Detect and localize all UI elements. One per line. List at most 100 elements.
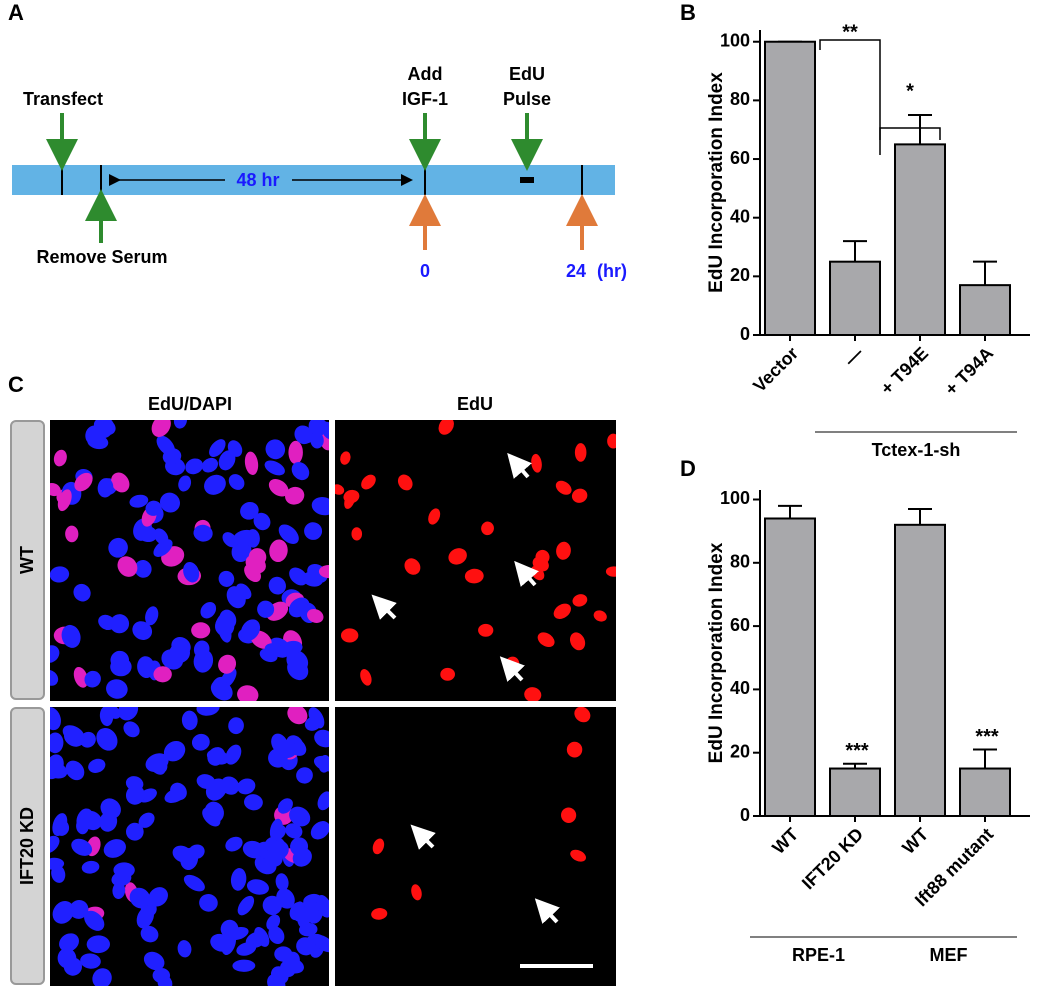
nucleus xyxy=(448,548,467,565)
y-tick-label: 0 xyxy=(740,805,750,825)
nucleus xyxy=(123,721,140,738)
x-tick-label: Vector xyxy=(749,343,802,396)
y-tick-label: 60 xyxy=(730,148,750,168)
panel-label: D xyxy=(680,456,696,481)
x-tick-label: — xyxy=(840,343,867,370)
nucleus xyxy=(344,491,356,509)
nucleus xyxy=(181,710,198,731)
nucleus xyxy=(310,821,329,840)
nucleus xyxy=(574,707,591,723)
nucleus xyxy=(113,862,135,878)
nucleus xyxy=(137,525,158,543)
nucleus xyxy=(71,838,93,856)
nucleus xyxy=(109,614,130,634)
nucleus xyxy=(118,707,139,721)
event-label: EdU xyxy=(509,64,545,84)
nucleus xyxy=(204,474,226,495)
nucleus xyxy=(288,440,303,465)
nucleus xyxy=(593,610,607,622)
nucleus xyxy=(110,657,132,677)
nucleus xyxy=(96,727,118,751)
nucleus xyxy=(218,450,236,471)
nucleus xyxy=(556,541,571,560)
y-tick-label: 100 xyxy=(720,488,750,508)
bar xyxy=(764,517,816,817)
nucleus xyxy=(240,501,259,520)
nucleus xyxy=(111,472,130,493)
nucleus xyxy=(74,472,93,492)
nucleus xyxy=(566,741,583,758)
nucleus xyxy=(103,707,121,719)
nucleus xyxy=(569,632,586,651)
nucleus xyxy=(555,480,572,495)
nucleus xyxy=(50,732,64,754)
event-label: Remove Serum xyxy=(36,247,167,267)
nucleus xyxy=(106,679,128,699)
nucleus xyxy=(103,839,126,858)
nucleus xyxy=(310,432,324,449)
nucleus xyxy=(205,778,227,801)
nucleus xyxy=(81,860,100,874)
significance-label: ** xyxy=(842,21,858,43)
event-label: IGF-1 xyxy=(402,89,448,109)
nucleus xyxy=(73,666,88,688)
nucleus xyxy=(265,439,286,460)
nucleus xyxy=(607,433,616,449)
nucleus xyxy=(210,680,233,701)
nucleus xyxy=(132,621,153,640)
y-tick-label: 0 xyxy=(740,324,750,344)
nucleus xyxy=(62,725,85,743)
nucleus xyxy=(92,968,112,986)
nucleus xyxy=(85,425,102,445)
nucleus xyxy=(50,835,60,854)
nucleus xyxy=(50,645,60,663)
significance-bracket xyxy=(819,39,881,155)
event-label: Pulse xyxy=(503,89,551,109)
nucleus xyxy=(237,778,256,795)
nucleus xyxy=(285,823,303,839)
nucleus xyxy=(65,525,79,543)
nucleus xyxy=(129,494,149,508)
y-tick-label: 100 xyxy=(720,30,750,50)
nucleus xyxy=(151,420,171,437)
nucleus xyxy=(125,785,145,805)
nucleus xyxy=(148,887,168,907)
nucleus xyxy=(173,420,188,429)
nucleus xyxy=(372,838,385,855)
nucleus xyxy=(59,933,79,952)
nucleus xyxy=(50,566,70,583)
nucleus xyxy=(478,623,494,637)
nucleus xyxy=(302,571,323,587)
nucleus xyxy=(288,597,310,618)
nucleus xyxy=(237,685,259,701)
nucleus xyxy=(117,556,138,577)
group-label: MEF xyxy=(930,945,968,965)
nucleus xyxy=(134,559,152,578)
nucleus xyxy=(51,865,66,883)
column-label: EdU/DAPI xyxy=(148,394,232,414)
nucleus xyxy=(185,458,204,475)
nucleus xyxy=(143,951,165,971)
significance-label: *** xyxy=(845,740,869,762)
nucleus xyxy=(225,744,242,765)
bar xyxy=(894,523,946,818)
nucleus xyxy=(218,570,235,587)
nucleus xyxy=(191,622,211,639)
nucleus xyxy=(269,818,283,841)
nucleus xyxy=(264,460,285,476)
nucleus xyxy=(284,486,305,505)
nucleus xyxy=(351,527,363,541)
nucleus xyxy=(50,754,64,777)
nucleus xyxy=(200,601,217,619)
nucleus xyxy=(236,583,252,600)
panel-label: A xyxy=(8,0,24,25)
nucleus xyxy=(209,439,226,457)
nucleus xyxy=(311,497,329,516)
nucleus xyxy=(340,628,359,643)
time-label: 0 xyxy=(420,261,430,281)
nucleus xyxy=(335,484,345,495)
bar xyxy=(959,767,1011,818)
x-tick-label: IFT20 KD xyxy=(798,824,867,893)
nucleus xyxy=(298,922,318,937)
